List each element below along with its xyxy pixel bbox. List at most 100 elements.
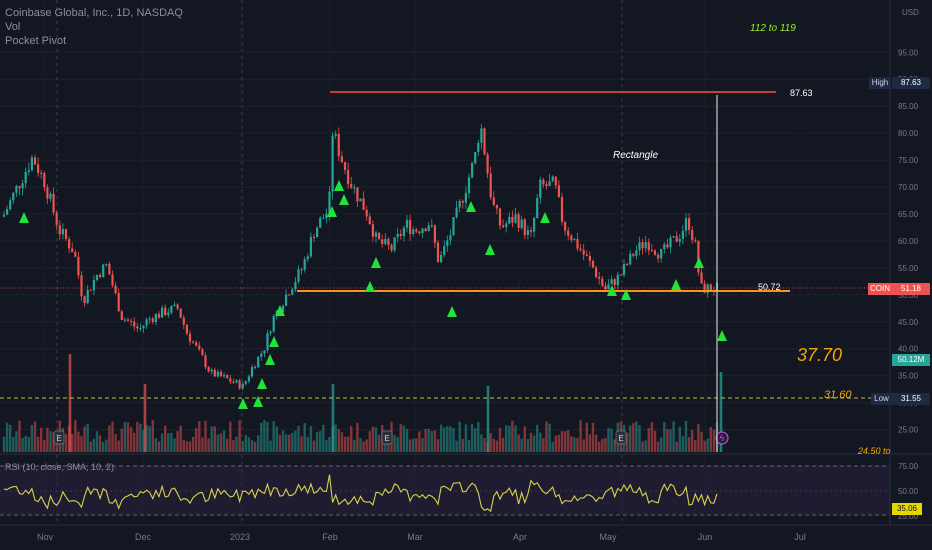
volume-bar — [539, 432, 542, 452]
candle — [709, 283, 712, 292]
candle — [343, 161, 347, 175]
candle — [446, 235, 449, 252]
volume-bar — [464, 424, 468, 452]
candle — [241, 381, 244, 391]
candle — [393, 237, 396, 253]
candle — [443, 240, 446, 258]
volume-bar — [508, 425, 511, 452]
candle — [520, 215, 523, 230]
time-axis-label: Apr — [513, 532, 527, 542]
volume-bar — [346, 436, 350, 452]
pocket-pivot-marker — [339, 194, 349, 205]
volume-bar — [365, 439, 368, 452]
volume-bar — [114, 434, 117, 452]
candle — [95, 274, 99, 282]
volume-bar — [579, 420, 582, 452]
rsi-value-tag: 35.06 — [892, 503, 922, 515]
rsi-axis-label: 50.00 — [898, 487, 919, 496]
volume-bar — [703, 440, 706, 452]
volume-bar — [95, 431, 99, 452]
candle — [164, 304, 167, 317]
volume-bar — [55, 439, 58, 452]
volume-bar — [222, 430, 226, 452]
candle — [89, 289, 92, 291]
volume-bar — [167, 433, 170, 452]
candle — [619, 274, 622, 276]
candle — [117, 288, 120, 312]
volume-indicator-label[interactable]: Vol — [5, 21, 21, 33]
volume-bar — [691, 429, 694, 452]
candle — [83, 295, 86, 307]
volume-bar — [536, 424, 539, 452]
candle — [511, 210, 514, 228]
volume-bar — [291, 432, 294, 452]
candle — [601, 275, 604, 288]
candle — [464, 186, 467, 209]
pocket-pivot-marker — [327, 206, 337, 217]
volume-bar — [567, 430, 570, 452]
volume-bar — [427, 428, 430, 452]
candle — [390, 243, 393, 253]
candle — [495, 204, 498, 215]
candle — [232, 378, 235, 385]
candle — [285, 289, 288, 307]
volume-bar — [492, 438, 495, 452]
volume-bar — [517, 434, 520, 452]
candle — [607, 279, 610, 290]
volume-bar — [263, 420, 266, 452]
flash-event-badge[interactable]: ϟ — [715, 431, 729, 445]
candle — [309, 232, 312, 258]
volume-spike — [143, 384, 147, 452]
candle — [170, 305, 173, 315]
volume-bar — [198, 421, 201, 452]
pocket-pivot-indicator-label[interactable]: Pocket Pivot — [5, 35, 67, 47]
volume-bar — [117, 440, 120, 452]
candle — [409, 214, 412, 241]
candle — [136, 323, 139, 333]
target-range-label: 112 to 119 — [750, 23, 796, 34]
volume-bar — [303, 422, 306, 452]
candle — [198, 341, 201, 351]
volume-bar — [418, 431, 421, 452]
candle — [402, 225, 405, 242]
rsi-indicator-label[interactable]: RSI (10, close, SMA, 10, 2) — [5, 462, 115, 472]
pocket-pivot-marker — [540, 212, 550, 223]
pattern-label: Rectangle — [613, 150, 658, 161]
volume-bar — [24, 435, 27, 452]
volume-bar — [98, 435, 102, 452]
candle — [374, 230, 378, 243]
volume-bar — [604, 437, 607, 452]
volume-bar — [523, 426, 526, 452]
earnings-badge[interactable]: E — [53, 430, 65, 445]
volume-bar — [213, 426, 216, 452]
candle — [378, 232, 381, 241]
candle — [123, 317, 126, 323]
candle — [291, 287, 294, 296]
candle — [312, 233, 316, 243]
volume-bar — [601, 438, 604, 452]
volume-bar — [396, 437, 399, 452]
candle — [666, 239, 669, 249]
candle — [64, 228, 68, 242]
volume-bar — [52, 432, 55, 452]
volume-bar — [195, 428, 198, 452]
volume-bar — [548, 423, 551, 452]
earnings-badge[interactable]: E — [615, 430, 627, 445]
candle — [173, 301, 176, 307]
volume-bar — [340, 432, 344, 452]
volume-bar — [232, 440, 235, 452]
coin-price-tag: 51.18 — [892, 283, 930, 295]
candle — [545, 181, 548, 190]
candle — [613, 277, 616, 290]
rsi-band — [0, 465, 890, 515]
volume-bar — [399, 424, 402, 452]
earnings-badge[interactable]: E — [381, 430, 393, 445]
volume-bar — [49, 431, 52, 452]
candle — [498, 207, 502, 230]
candle — [458, 198, 461, 213]
volume-bar — [467, 439, 471, 452]
volume-bar — [439, 424, 443, 452]
rsi-axis-label: 75.00 — [898, 462, 919, 471]
volume-bar — [64, 434, 68, 452]
